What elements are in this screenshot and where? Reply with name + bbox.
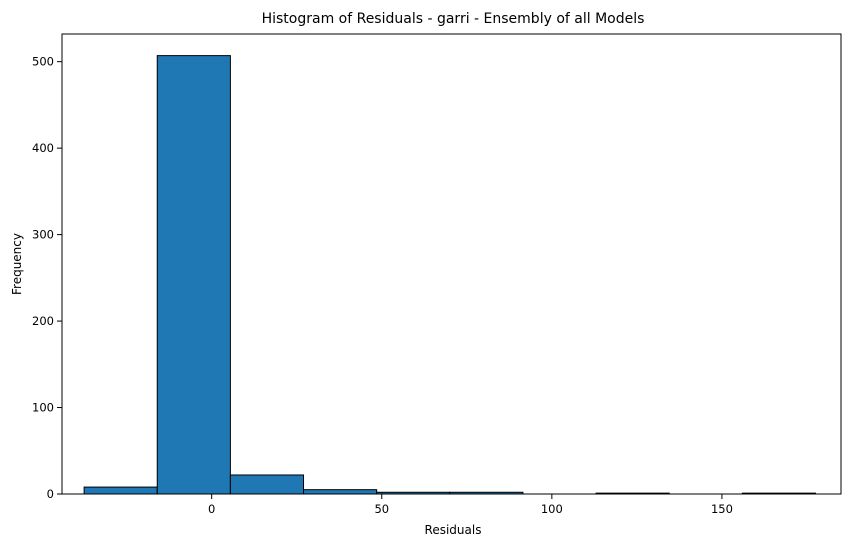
- y-axis-ticks: 0 100 200 300 400 500: [32, 55, 62, 501]
- y-axis-label: Frequency: [10, 233, 24, 295]
- chart-title: Histogram of Residuals - garri - Ensembl…: [262, 11, 645, 27]
- bars-group: [83, 55, 816, 495]
- plot-frame: [61, 33, 842, 495]
- x-tick-label-3: 150: [711, 502, 733, 516]
- histogram-bar-0: [83, 486, 158, 495]
- x-tick-label-0: 0: [208, 502, 215, 516]
- x-tick-label-2: 100: [541, 502, 563, 516]
- x-tick-label-1: 50: [374, 502, 389, 516]
- y-tick-label-0: 0: [47, 487, 54, 501]
- histogram-bar-3: [303, 489, 378, 495]
- y-tick-label-1: 100: [32, 401, 54, 415]
- y-tick-label-5: 500: [32, 55, 54, 69]
- x-axis-label: Residuals: [425, 523, 482, 537]
- x-axis-ticks: 0 50 100 150: [208, 494, 733, 516]
- histogram-bar-1: [156, 55, 231, 495]
- histogram-bar-2: [229, 474, 305, 495]
- y-tick-label-3: 300: [32, 228, 54, 242]
- y-tick-label-4: 400: [32, 141, 54, 155]
- y-tick-label-2: 200: [32, 314, 54, 328]
